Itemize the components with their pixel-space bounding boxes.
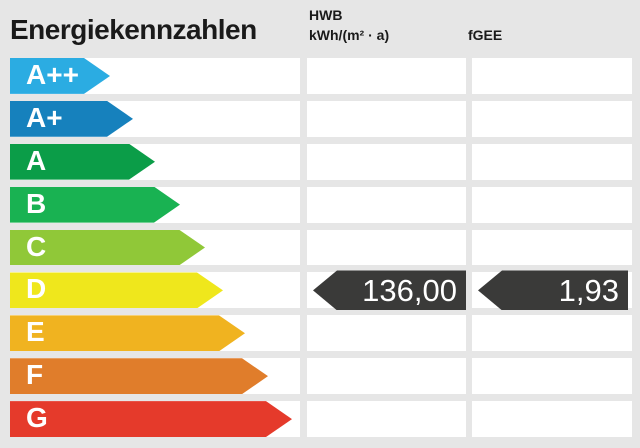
fgee-cell [472, 401, 632, 438]
band-label: A [26, 144, 47, 176]
band-label: A+ [26, 101, 63, 133]
scale-row-c: C [10, 229, 632, 266]
band-cell: A+ [10, 100, 300, 137]
band-arrow-b: B [10, 187, 180, 223]
scale-row-d: D 136,00 1,93 [10, 270, 632, 311]
hwb-cell [307, 315, 466, 352]
band-label: G [26, 402, 48, 434]
fgee-cell [472, 229, 632, 266]
band-label: B [26, 187, 47, 219]
fgee-cell [472, 58, 632, 94]
scale-row-a-plus: A+ [10, 100, 632, 137]
scale-row-a-plus-plus: A++ [10, 58, 632, 94]
band-cell: G [10, 401, 300, 438]
fgee-cell [472, 358, 632, 395]
hwb-cell: 136,00 [307, 270, 466, 311]
hwb-cell [307, 143, 466, 180]
band-cell: A++ [10, 58, 300, 94]
hwb-label: HWB [309, 7, 343, 23]
band-cell: A [10, 143, 300, 180]
hwb-cell [307, 358, 466, 395]
scale-row-b: B [10, 186, 632, 223]
hwb-value: 136,00 [362, 272, 457, 308]
scale-row-a: A [10, 143, 632, 180]
fgee-value-marker: 1,93 [478, 270, 628, 311]
band-label: F [26, 359, 44, 391]
band-cell: C [10, 229, 300, 266]
band-arrow-e: E [10, 315, 245, 351]
band-arrow-f: F [10, 358, 268, 394]
fgee-value: 1,93 [558, 272, 619, 308]
hwb-cell [307, 100, 466, 137]
fgee-column-header: fGEE [468, 25, 502, 45]
band-arrow-g: G [10, 401, 292, 437]
band-label: C [26, 230, 47, 262]
hwb-cell [307, 229, 466, 266]
hwb-value-marker: 136,00 [313, 270, 466, 311]
fgee-cell [472, 186, 632, 223]
band-label: E [26, 316, 45, 348]
band-arrow-a-plus: A+ [10, 101, 133, 137]
band-arrow-d: D [10, 272, 223, 308]
scale-row-f: F [10, 358, 632, 395]
fgee-cell [472, 100, 632, 137]
scale-row-g: G [10, 401, 632, 438]
hwb-cell [307, 186, 466, 223]
band-cell: E [10, 315, 300, 352]
fgee-cell [472, 315, 632, 352]
band-cell: B [10, 186, 300, 223]
fgee-cell [472, 143, 632, 180]
band-label: D [26, 273, 47, 305]
energy-scale: A++ A+ A B [10, 58, 632, 438]
hwb-unit: kWh/(m² · a) [309, 27, 390, 43]
band-arrow-a: A [10, 144, 155, 180]
hwb-cell [307, 401, 466, 438]
band-cell: F [10, 358, 300, 395]
hwb-column-header: HWB kWh/(m² · a) [309, 5, 389, 45]
fgee-cell: 1,93 [472, 270, 632, 311]
scale-row-e: E [10, 315, 632, 352]
band-arrow-c: C [10, 230, 205, 266]
page-title: Energiekennzahlen [10, 14, 257, 45]
hwb-cell [307, 58, 466, 94]
fgee-label: fGEE [468, 27, 503, 43]
band-cell: D [10, 272, 300, 309]
band-label: A++ [26, 58, 79, 90]
band-arrow-a-plus-plus: A++ [10, 58, 110, 94]
